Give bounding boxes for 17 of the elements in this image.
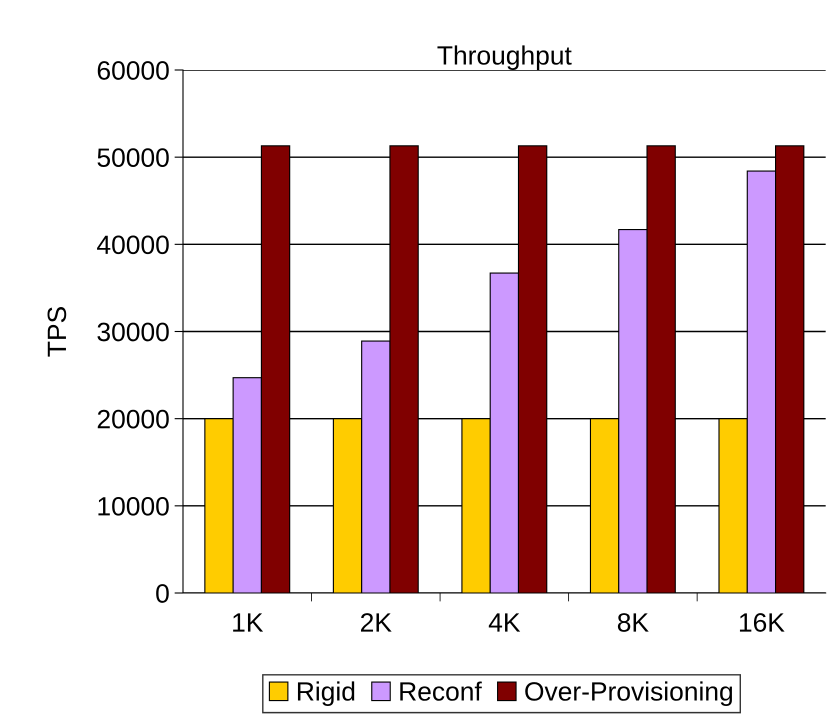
y-tick-label: 60000: [98, 61, 169, 80]
legend-label: Rigid: [298, 681, 354, 706]
chart-title: Throughput: [437, 45, 572, 70]
y-tick-label: 40000: [97, 235, 169, 254]
x-tick-label: 16K: [740, 613, 785, 632]
x-tick-label: 1K: [233, 613, 264, 632]
x-tick-label: 8K: [618, 613, 649, 632]
y-tick-label: 30000: [97, 322, 169, 342]
y-tick-label: 20000: [98, 410, 169, 428]
y-tick-label: 0: [156, 584, 169, 603]
y-axis-title: TPS: [48, 307, 66, 357]
x-tick-label: 2K: [360, 613, 392, 632]
legend-label: Reconf: [400, 681, 482, 701]
y-tick-label: 50000: [97, 148, 169, 167]
x-tick-label: 4K: [488, 613, 520, 632]
legend-label: Over-Provisioning: [525, 681, 732, 706]
y-tick-label: 10000: [98, 496, 169, 516]
